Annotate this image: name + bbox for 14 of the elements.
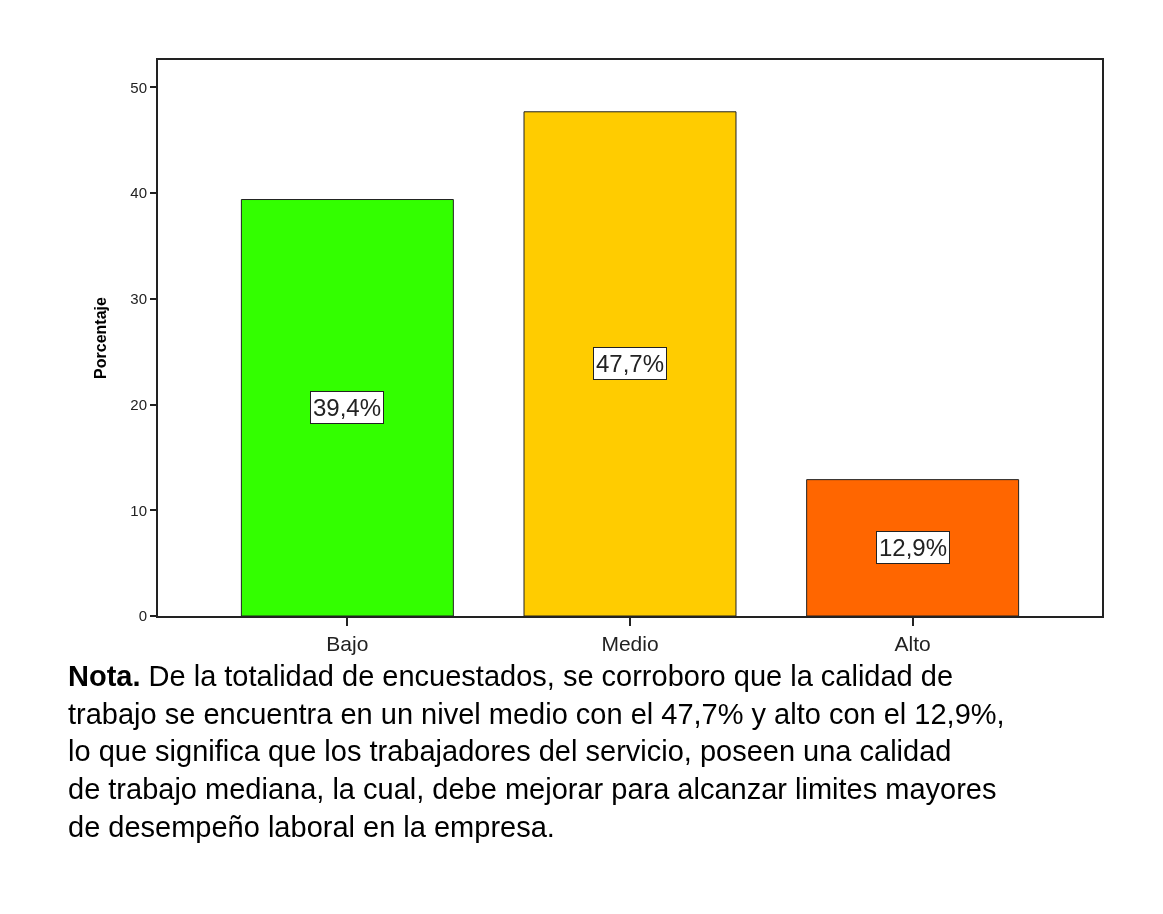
data-label: 47,7% bbox=[596, 350, 665, 377]
x-tick-label: Alto bbox=[894, 631, 931, 655]
x-tick-label: Medio bbox=[601, 631, 659, 655]
x-tick-label: Bajo bbox=[326, 631, 369, 655]
y-tick-label: 10 bbox=[130, 501, 147, 519]
text: Nota. De la totalidad de encuestados, se corroboro que la calidad de trabajo se encuentra en un nivel medio con el 47,7% y alto con el 12,9%, lo que significa que los trabajadores del servicio, poseen una calidad de trabajo mediana, la cual, debe mejorar para alcanzar limites mayores de desempeño laboral en la empresa. bbox=[68, 660, 1005, 843]
y-tick-label: 50 bbox=[130, 78, 147, 96]
data-label: 39,4% bbox=[313, 394, 382, 421]
y-tick-label: 40 bbox=[130, 184, 147, 202]
y-axis-title: Porcentaje bbox=[91, 296, 109, 379]
y-tick-label: 20 bbox=[130, 395, 147, 413]
data-label: 12,9% bbox=[879, 534, 948, 561]
y-tick-label: 0 bbox=[138, 607, 147, 625]
y-tick-label: 30 bbox=[130, 290, 147, 308]
